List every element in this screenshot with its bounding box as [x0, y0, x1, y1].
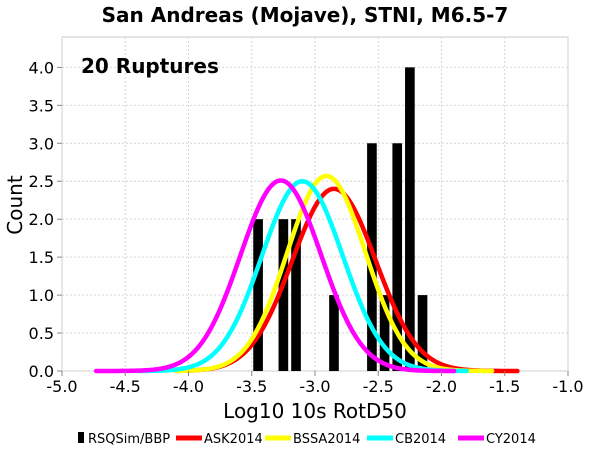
histogram-bar [253, 219, 263, 371]
histogram-bar [379, 295, 390, 371]
x-tick-label: -4.0 [173, 377, 204, 396]
legend-label: CB2014 [395, 432, 446, 447]
y-tick-label: 1.5 [29, 248, 54, 267]
x-tick-label: -3.5 [236, 377, 267, 396]
histogram-bar [405, 67, 415, 371]
x-tick-label: -1.0 [552, 377, 583, 396]
x-tick-label: -5.0 [46, 377, 77, 396]
curve-bssa2014 [173, 173, 495, 374]
x-tick-label: -1.5 [489, 377, 520, 396]
y-tick-label: 4.0 [29, 58, 54, 77]
histogram-bar [329, 295, 339, 371]
y-tick-label: 3.5 [29, 96, 54, 115]
legend: RSQSim/BBP ASK2014 BSSA2014 CB2014 CY2014 [78, 432, 536, 447]
legend-swatch [78, 432, 84, 443]
y-tick-label: 0.5 [29, 324, 54, 343]
chart-title: San Andreas (Mojave), STNI, M6.5-7 [102, 3, 509, 27]
x-axis-label: Log10 10s RotD50 [223, 399, 407, 423]
legend-label: ASK2014 [204, 432, 263, 447]
y-tick-label: 3.0 [29, 134, 54, 153]
y-tick-label: 2.5 [29, 172, 54, 191]
model-curves [93, 173, 520, 374]
histogram-bar [417, 295, 428, 371]
legend-label: RSQSim/BBP [88, 432, 170, 447]
y-tick-label: 2.0 [29, 210, 54, 229]
y-axis-label: Count [3, 175, 27, 235]
rupture-count-annotation: 20 Ruptures [81, 54, 219, 78]
histogram-bar [278, 219, 289, 371]
curve-cb2014 [135, 178, 470, 374]
histogram-bar [291, 219, 301, 371]
curve-cy2014 [93, 178, 457, 374]
legend-label: BSSA2014 [293, 432, 360, 447]
y-tick-label: 1.0 [29, 286, 54, 305]
histogram-bar [367, 143, 377, 371]
histogram-bars [253, 67, 428, 371]
histogram-bar [392, 143, 403, 371]
x-tick-label: -2.5 [363, 377, 394, 396]
x-tick-label: -2.0 [426, 377, 457, 396]
y-tick-label: 0.0 [29, 362, 54, 381]
x-tick-label: -3.0 [299, 377, 330, 396]
legend-label: CY2014 [486, 432, 536, 447]
axes: -5.0 -4.5 -4.0 -3.5 -3.0 -2.5 -2.0 -1.5 -1.0 0.0 0… [29, 58, 584, 396]
x-tick-label: -4.5 [110, 377, 141, 396]
